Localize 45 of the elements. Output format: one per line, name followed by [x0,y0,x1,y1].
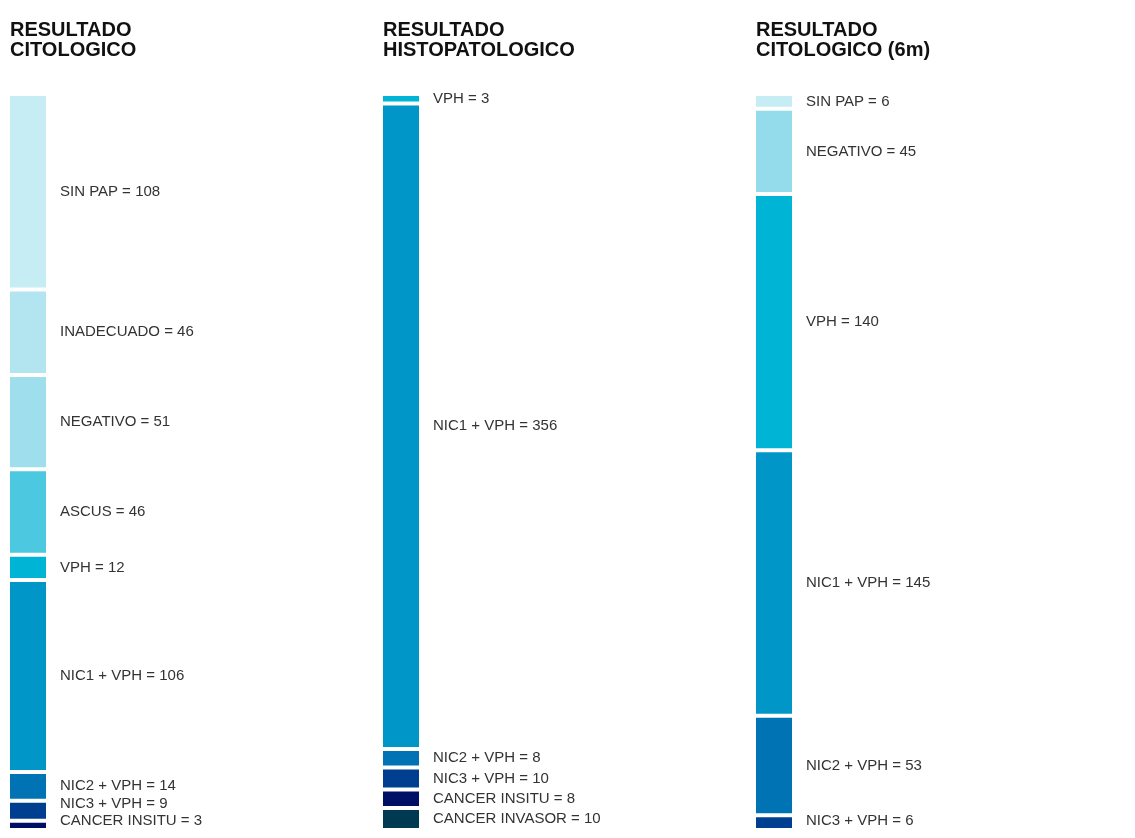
data-label: 145 [905,573,931,591]
category-label: NIC1 + VPH = [806,573,902,591]
category-label: SIN PAP = [60,181,131,199]
category-label: CANCER INSITU = [60,811,190,829]
category-label: VPH = [806,312,851,330]
data-label: 6 [905,811,914,829]
data-label: 108 [135,181,161,199]
category-label: VPH = [433,88,478,106]
text: RESULTADO CITOLOGICO (6m) [756,18,931,60]
category-label: NIC2 + VPH = [433,748,529,766]
data-label: 8 [566,788,576,806]
data-label: 3 [480,88,490,106]
category-label: NIC2 + VPH = [806,755,902,773]
data-label: 8 [532,748,541,766]
category-label: NIC1 + VPH = [60,666,156,684]
category-label: NIC3 + VPH = [806,811,902,829]
category-label: NIC3 + VPH = [433,768,529,786]
category-label: VPH = [60,557,105,575]
category-label: INADECUADO = [60,322,174,340]
data-label: 46 [177,322,194,340]
category-label: SIN PAP = [806,91,877,109]
category-label: NIC1 + VPH = [433,416,529,434]
data-label: 10 [532,768,549,786]
category-label: NIC2 + VPH = [60,776,156,794]
data-label: 46 [128,502,146,520]
category-label: NIC3 + VPH = [60,794,156,812]
category-label: CANCER INVASOR = [433,809,581,827]
data-label: 12 [107,557,125,575]
data-label: 45 [899,141,917,159]
text: RESULTADO CITOLOGICO [10,18,137,60]
data-label: 140 [853,312,879,330]
data-label: 3 [193,811,203,829]
data-label: 10 [584,809,601,827]
data-label: 9 [159,794,168,812]
category-label: CANCER INSITU = [433,788,563,806]
text: RESULTADO HISTOPATOLOGICO [383,18,575,60]
category-label: ASCUS = [60,502,125,520]
category-label: NEGATIVO = [60,412,150,430]
data-label: 53 [905,755,922,773]
category-label: NEGATIVO = [806,141,896,159]
data-label: 14 [159,776,176,794]
data-label: 51 [153,412,171,430]
data-label: 6 [881,91,890,109]
data-label: 356 [532,416,558,434]
data-label: 106 [159,666,185,684]
